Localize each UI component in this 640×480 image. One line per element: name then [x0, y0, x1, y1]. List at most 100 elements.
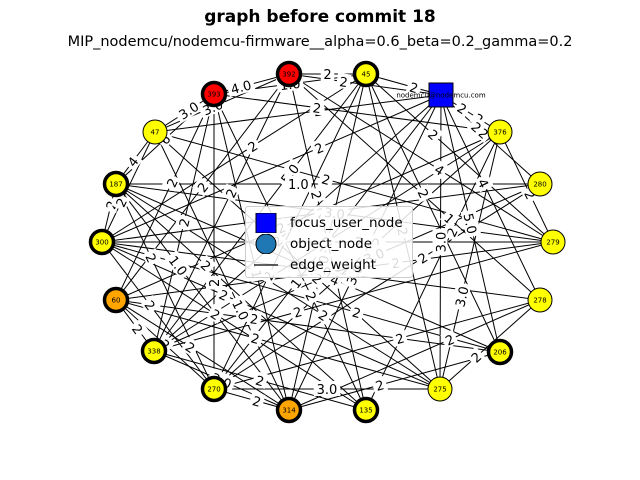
edge-weight-label: 2 — [180, 336, 201, 357]
edge-weight-label: 2 — [301, 286, 322, 306]
edge-weight-label: 2 — [414, 183, 434, 203]
object-node: 45 — [352, 60, 380, 88]
node-label: 45 — [362, 71, 371, 79]
object-node: 278 — [527, 287, 553, 313]
legend-item-object: object_node — [246, 234, 412, 254]
svg-text:2: 2 — [338, 75, 348, 91]
edge-weight-label: 2 — [288, 302, 306, 322]
edge-weight-label: 2 — [336, 72, 352, 91]
legend: focus_user_node object_node edge_weight — [245, 206, 413, 278]
edge-weight-label: 4 — [122, 151, 142, 172]
node-label: 278 — [533, 297, 546, 305]
edge-weight-label: 2 — [242, 135, 262, 156]
edge-weight-label: 2 — [206, 276, 223, 290]
svg-text:3.0: 3.0 — [317, 383, 338, 398]
graph-edge — [288, 73, 541, 301]
object-node: 275 — [427, 376, 453, 402]
svg-text:1.0: 1.0 — [288, 178, 309, 193]
object-node: 393 — [200, 80, 228, 108]
graph-edge — [365, 131, 501, 411]
node-label: 392 — [282, 71, 295, 79]
edge-weight-label: 2 — [309, 98, 325, 117]
edge-weight-label: 2 — [214, 284, 234, 305]
edge-weight-label: 3.0 — [432, 228, 450, 256]
svg-text:3.0: 3.0 — [434, 232, 449, 253]
node-label: 314 — [282, 407, 296, 415]
svg-text:2: 2 — [394, 331, 406, 348]
edge-weight-label: 2 — [405, 77, 423, 97]
edge-weight-label: 1.0 — [164, 250, 193, 281]
object-node: 392 — [275, 60, 303, 88]
node-label: 60 — [112, 297, 121, 305]
object-node: 47 — [142, 119, 168, 145]
svg-text:2: 2 — [374, 378, 386, 395]
node-label: 376 — [493, 129, 507, 137]
edge-weight-label: 2 — [174, 214, 194, 231]
graph-edge — [101, 94, 442, 243]
legend-label-focus: focus_user_node — [290, 215, 403, 231]
svg-text:5.0: 5.0 — [459, 212, 478, 236]
node-label: 47 — [151, 129, 160, 137]
graph-edge — [499, 131, 554, 243]
edge-weight-label: 2 — [141, 248, 162, 267]
graph-edge — [115, 183, 215, 390]
focus-user-node: nodemcu@nodemcu.com — [396, 82, 486, 108]
svg-text:2: 2 — [292, 305, 304, 322]
edge-weight-label: 3.0 — [313, 381, 341, 398]
edge-weight-label: 2 — [220, 183, 241, 203]
object-node: 279 — [540, 229, 566, 255]
node-layer: 392 45 376 280 279 278 206 275 135 314 270 338 60 300… — [88, 60, 566, 424]
svg-text:2: 2 — [320, 172, 332, 189]
line-marker-icon — [254, 264, 278, 266]
edge-weight-label: 2 — [391, 328, 409, 348]
svg-text:2: 2 — [307, 190, 323, 201]
edge-weight-label: 2 — [192, 176, 212, 197]
edge-weight-label: 2 — [307, 186, 327, 204]
edge-weight-label: 2 — [141, 294, 161, 315]
node-label: 187 — [109, 181, 122, 189]
svg-text:2: 2 — [254, 374, 266, 391]
edge-weight-label: 2 — [206, 303, 226, 324]
edge-weight-label: 2 — [440, 329, 459, 350]
legend-label-edge: edge_weight — [290, 257, 377, 273]
node-label: 393 — [207, 91, 220, 99]
edge-weight-label: 4.0 — [226, 75, 256, 98]
graph-edge — [153, 241, 554, 352]
legend-item-focus: focus_user_node — [246, 213, 412, 233]
edge-weight-label: 2 — [441, 222, 462, 242]
edge-weight-label: 2 — [110, 192, 131, 212]
svg-text:2: 2 — [323, 68, 331, 83]
edge-weight-label: 4 — [474, 173, 494, 193]
edge-weight-label: 2 — [412, 247, 433, 268]
graph-title: graph before commit 18 — [204, 7, 436, 27]
node-label: 300 — [95, 239, 108, 247]
edge-weight-label: 2 — [196, 254, 217, 276]
node-label: 270 — [207, 386, 220, 394]
svg-text:2: 2 — [312, 101, 322, 117]
svg-text:2: 2 — [249, 312, 259, 328]
svg-text:2: 2 — [250, 394, 262, 411]
edge-weight-label: 2 — [317, 169, 335, 189]
object-node: 376 — [487, 119, 513, 145]
graph-edge — [115, 299, 290, 411]
svg-text:2: 2 — [350, 306, 362, 323]
edge-weight-label: 2 — [465, 346, 486, 367]
object-node: 314 — [275, 396, 303, 424]
edge-weight-label: 4 — [430, 159, 450, 180]
graph-edge — [153, 73, 290, 352]
edge-weight-label: 1.0 — [285, 176, 312, 193]
object-node: 280 — [527, 171, 553, 197]
graph-edge — [115, 183, 441, 390]
graph-edge — [115, 299, 441, 390]
svg-text:4.0: 4.0 — [229, 78, 253, 98]
object-node: 270 — [200, 375, 228, 403]
edge-weight-label: 2 — [246, 328, 264, 348]
object-node: 206 — [486, 338, 514, 366]
edge-weight-label: 3.0 — [173, 96, 204, 123]
node-label: 279 — [546, 239, 559, 247]
edge-weight-label: 2 — [371, 375, 389, 395]
node-label: 206 — [493, 349, 507, 357]
node-label: 275 — [433, 386, 446, 394]
graph-edge — [154, 131, 554, 243]
